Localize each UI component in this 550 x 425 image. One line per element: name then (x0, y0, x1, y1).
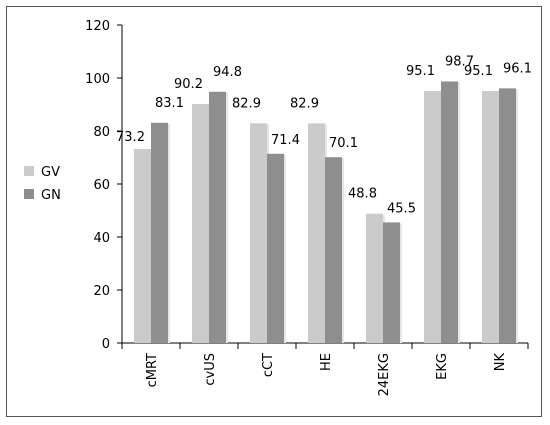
bar-gv-he (308, 123, 325, 343)
legend-label-gn: GN (41, 188, 61, 203)
bar-gv-cvus (192, 103, 209, 343)
bar-gn-cct (267, 153, 284, 343)
bar-gv-cct (250, 123, 267, 343)
legend-label-gv: GV (41, 165, 60, 180)
legend-swatch-gv (24, 166, 34, 176)
y-tick-label: 0 (102, 337, 110, 352)
bar-gv-24ekg (366, 213, 383, 343)
data-label-gv: 90.2 (174, 77, 203, 92)
bar-gn-ekg (441, 81, 458, 343)
x-tick-label: cvUS (203, 353, 218, 386)
data-label-gv: 82.9 (290, 96, 319, 111)
bar-gn-he (325, 157, 342, 343)
x-tick-label: EKG (435, 353, 450, 380)
x-tick-label: cCT (261, 353, 276, 377)
y-tick-label: 40 (93, 231, 110, 246)
y-tick-label: 100 (85, 72, 110, 87)
data-label-gv: 48.8 (348, 187, 377, 202)
data-label-gn: 96.1 (503, 61, 532, 76)
bar-gv-cmrt (134, 149, 151, 343)
data-label-gv: 73.2 (116, 130, 145, 145)
data-label-gn: 83.1 (155, 96, 184, 111)
y-tick-label: 120 (85, 19, 110, 34)
data-label-gv: 82.9 (232, 96, 261, 111)
data-label-gn: 45.5 (387, 201, 416, 216)
x-tick-label: cMRT (145, 353, 160, 387)
y-tick-label: 60 (93, 178, 110, 193)
data-label-gn: 70.1 (329, 136, 358, 151)
bar-gn-cmrt (151, 122, 168, 343)
bar-gv-ekg (424, 90, 441, 343)
x-tick-label: HE (319, 353, 334, 371)
y-tick-label: 20 (93, 284, 110, 299)
bar-gn-nk (499, 88, 516, 344)
x-tick-label: 24EKG (377, 353, 392, 396)
y-tick-label: 80 (93, 125, 110, 140)
bar-gn-24ekg (383, 222, 400, 343)
data-label-gn: 98.7 (445, 54, 474, 69)
legend-swatch-gn (24, 189, 34, 199)
bar-gv-nk (482, 90, 499, 343)
data-label-gv: 95.1 (464, 64, 493, 79)
data-label-gn: 71.4 (271, 133, 300, 148)
x-tick-label: NK (493, 353, 508, 372)
data-label-gv: 95.1 (406, 64, 435, 79)
data-label-gn: 94.8 (213, 65, 242, 80)
bar-gn-cvus (209, 91, 226, 343)
